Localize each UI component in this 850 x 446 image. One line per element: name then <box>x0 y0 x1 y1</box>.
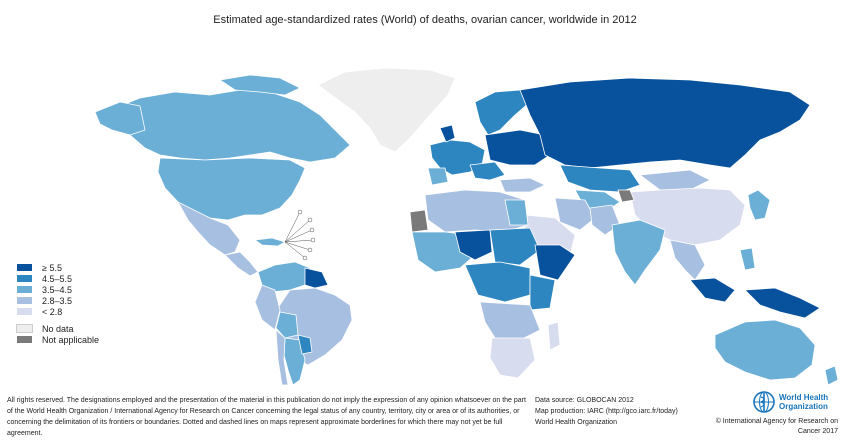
region-new-zealand <box>824 365 839 385</box>
legend-swatch <box>16 263 33 272</box>
region-alaska <box>94 101 146 136</box>
region-sudan-chad <box>489 227 541 266</box>
region-korea-japan <box>747 189 771 221</box>
disclaimer-text: All rights reserved. The designations em… <box>7 397 526 437</box>
legend-label: ≥ 5.5 <box>42 262 62 273</box>
region-egypt <box>504 199 529 226</box>
legend-item: 4.5–5.5 <box>16 273 99 284</box>
map-title: Estimated age-standardized rates (World)… <box>213 14 637 26</box>
credits: Data source: GLOBOCAN 2012 Map productio… <box>535 395 715 428</box>
region-niger-nigeria <box>454 229 493 261</box>
region-horn-africa <box>534 244 576 281</box>
legend-item: 2.8–3.5 <box>16 295 99 306</box>
legend-label: Not applicable <box>42 334 100 345</box>
region-russia <box>519 77 811 169</box>
legend-label: < 2.8 <box>42 306 63 317</box>
region-turkey <box>499 177 546 193</box>
organization-name: World Health Organization <box>535 419 617 426</box>
legend-label: No data <box>42 323 74 334</box>
region-caribbean <box>254 237 286 247</box>
region-indonesia-e <box>744 287 821 319</box>
region-australia <box>714 319 816 381</box>
legend-swatch <box>16 285 33 294</box>
island-callouts <box>284 209 316 261</box>
copyright: © International Agency for Research on C… <box>715 418 838 435</box>
region-india <box>611 219 666 286</box>
who-logo-line1: World Health <box>779 393 829 402</box>
legend-swatch <box>16 324 33 333</box>
region-bolivia <box>275 311 299 339</box>
legend-swatch <box>16 335 33 344</box>
region-guianas <box>304 267 329 289</box>
legend-item: 3.5–4.5 <box>16 284 99 295</box>
legend-item: < 2.8 <box>16 306 99 317</box>
region-eastern-europe <box>484 129 551 166</box>
region-canada <box>109 89 351 163</box>
region-western-sahara <box>409 209 429 233</box>
map-production: Map production: IARC (http://gco.iarc.fr… <box>535 408 678 415</box>
legend-label: 2.8–3.5 <box>42 295 73 306</box>
region-mexico <box>177 201 241 256</box>
region-scandinavia <box>474 89 531 136</box>
legend-swatch <box>16 307 33 316</box>
region-balkans <box>469 161 506 181</box>
region-kazakhstan <box>559 164 641 193</box>
region-mongolia <box>639 169 711 191</box>
region-arctic-islands <box>219 74 301 96</box>
region-uruguay-paraguay <box>297 334 313 355</box>
region-usa <box>157 157 306 221</box>
region-malaysia-indonesia-w <box>689 277 736 303</box>
legend-swatch <box>16 274 33 283</box>
region-kashmir <box>617 189 635 203</box>
legend-item: ≥ 5.5 <box>16 262 99 273</box>
region-southern-africa <box>489 337 536 379</box>
legend-label: 3.5–4.5 <box>42 284 73 295</box>
region-central-america <box>224 251 259 277</box>
region-iran <box>554 197 596 231</box>
world-map <box>94 67 839 385</box>
region-philippines <box>739 247 756 271</box>
region-uk-ireland <box>439 124 456 143</box>
who-logo-line2: Organization <box>779 402 828 411</box>
region-madagascar <box>547 321 561 351</box>
region-east-africa <box>529 274 556 311</box>
who-logo-text: World Health Organization <box>779 393 828 411</box>
region-chile <box>275 329 289 385</box>
region-greenland <box>317 67 456 153</box>
legend-item: Not applicable <box>16 334 99 345</box>
region-indochina <box>669 239 706 281</box>
data-source: Data source: GLOBOCAN 2012 <box>535 397 634 404</box>
legend-label: 4.5–5.5 <box>42 273 73 284</box>
legend-item: No data <box>16 323 99 334</box>
who-emblem-icon <box>753 391 775 413</box>
map-legend: ≥ 5.5 4.5–5.5 3.5–4.5 2.8–3.5 < 2.8 No d… <box>16 262 99 345</box>
region-southern-africa-n <box>479 301 541 341</box>
region-iberia <box>427 167 449 186</box>
region-peru <box>254 284 281 331</box>
legend-swatch <box>16 296 33 305</box>
region-central-africa <box>464 261 531 303</box>
who-logo: World Health Organization <box>752 388 847 416</box>
